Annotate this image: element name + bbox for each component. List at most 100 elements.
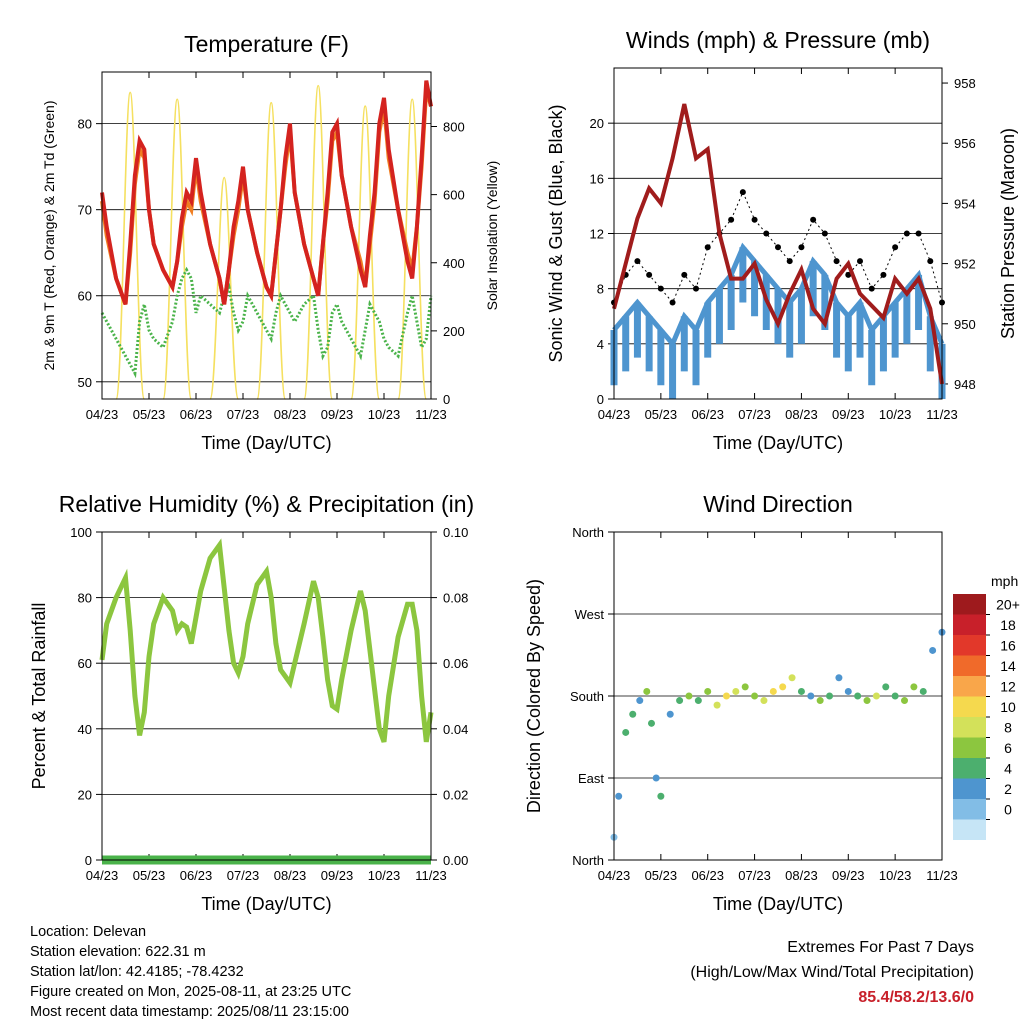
plot-border [101,531,432,861]
plot-border [613,67,943,400]
solar-insolation-spike [256,101,287,400]
direction-point [636,697,644,705]
direction-point [872,692,880,700]
x-tick-label: 09/23 [832,407,865,422]
x-tick-label: 06/23 [691,868,724,883]
solar-insolation-spike [115,91,146,400]
x-tick-label: 05/23 [133,407,166,422]
y-tick-label: North [572,853,604,868]
extremes-block: Extremes For Past 7 Days (High/Low/Max W… [690,935,974,1010]
y-tick-label: West [575,607,605,622]
gust-point [798,244,805,251]
direction-point [826,692,834,700]
x-tick-label: 10/23 [879,407,912,422]
chart-title: Wind Direction [703,491,853,517]
direction-point [863,697,871,705]
station-info: Location: Delevan Station elevation: 622… [30,922,351,1022]
solar-insolation-spike [303,84,334,400]
y-tick-label: 70 [78,203,92,218]
temp-2m-series [100,80,433,305]
plot-border [613,531,943,861]
direction-point [882,683,890,691]
y-tick-label: 80 [78,591,92,606]
legend-swatch [953,737,986,758]
legend-label: 18 [1000,617,1016,633]
y-right-tick-label: 948 [954,377,976,392]
y-tick-label: 60 [78,289,92,304]
legend-label: 16 [1000,638,1016,654]
dewpoint-series [100,266,433,379]
y-right-tick-label: 600 [443,188,465,203]
legend-label: 14 [1000,658,1016,674]
x-tick-label: 11/23 [415,407,447,422]
chart-title: Relative Humidity (%) & Precipitation (i… [59,491,474,517]
y-tick-label: 20 [78,787,92,802]
solar-insolation-spike [209,176,240,400]
x-tick-label: 11/23 [926,407,958,422]
y-right-tick-label: 400 [443,256,465,271]
x-tick-label: 06/23 [180,407,213,422]
x-tick-label: 10/23 [368,407,401,422]
x-tick-label: 06/23 [180,868,213,883]
direction-point [652,774,660,782]
direction-point [676,697,684,705]
gust-series [613,190,943,304]
y-right-tick-label: 0.00 [443,853,468,868]
y-right-tick-label: 0.10 [443,525,468,540]
direction-point [779,683,787,691]
direction-point [854,692,862,700]
x-axis-label: Time (Day/UTC) [201,433,331,453]
x-tick-label: 08/23 [785,407,818,422]
direction-point [685,692,693,700]
gust-point [681,271,688,278]
y-right-tick-label: 952 [954,257,976,272]
y-axis-label: Direction (Colored By Speed) [524,579,544,813]
direction-point [751,692,759,700]
y-tick-label: 40 [78,722,92,737]
direction-point [666,710,674,718]
y-tick-label: 20 [590,116,604,131]
y-right-tick-label: 200 [443,324,465,339]
chart-panel-4: Wind Direction 04/23 05/23 06/23 07/23 08/23 0… [524,491,1020,914]
direction-point [704,687,712,695]
extremes-values: 85.4/58.2/13.6/0 [858,989,974,1006]
x-tick-label: 06/23 [691,407,724,422]
y-tick-label: North [572,525,604,540]
legend-swatch [953,655,986,676]
legend-swatch [953,594,986,615]
y-right-tick-label: 0.06 [443,656,468,671]
y-right-tick-label: 800 [443,120,465,135]
x-tick-label: 05/23 [645,407,678,422]
y-right-tick-label: 958 [954,76,976,91]
direction-point [797,687,805,695]
y-right-tick-label: 0.04 [443,722,468,737]
y-axis-label: 2m & 9m T (Red, Orange) & 2m Td (Green) [41,101,57,371]
direction-point [769,687,777,695]
x-tick-label: 09/23 [321,407,354,422]
legend-swatch [953,676,986,697]
x-tick-label: 04/23 [86,868,119,883]
plot-border [101,71,432,400]
y-tick-label: South [570,689,604,704]
legend-swatch [953,614,986,635]
solar-insolation-spike [350,105,381,400]
y-tick-label: 60 [78,656,92,671]
legend-label: 2 [1004,781,1012,797]
gust-point [669,299,676,306]
humidity-series [99,538,434,743]
direction-point [741,683,749,691]
y-tick-label: 0 [85,853,92,868]
x-tick-label: 11/23 [415,868,447,883]
gust-point [751,216,758,223]
gust-point [739,189,746,196]
direction-point [615,792,623,800]
latlon-text: Station lat/lon: 42.4185; -78.4232 [30,964,244,980]
gust-point [880,271,887,278]
legend-swatch [953,696,986,717]
x-tick-label: 04/23 [598,868,631,883]
x-axis-label: Time (Day/UTC) [713,433,843,453]
legend-swatch [953,635,986,656]
y-axis-label: Sonic Wind & Gust (Blue, Black) [546,104,566,362]
direction-point [722,692,730,700]
y-tick-label: 16 [590,171,604,186]
